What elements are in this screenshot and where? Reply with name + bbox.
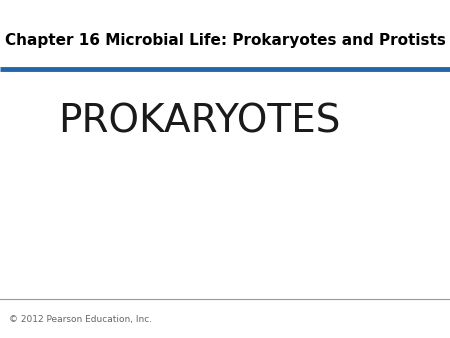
Text: © 2012 Pearson Education, Inc.: © 2012 Pearson Education, Inc. bbox=[9, 315, 152, 324]
Text: Chapter 16 Microbial Life: Prokaryotes and Protists: Chapter 16 Microbial Life: Prokaryotes a… bbox=[4, 33, 446, 48]
Text: PROKARYOTES: PROKARYOTES bbox=[58, 103, 341, 141]
